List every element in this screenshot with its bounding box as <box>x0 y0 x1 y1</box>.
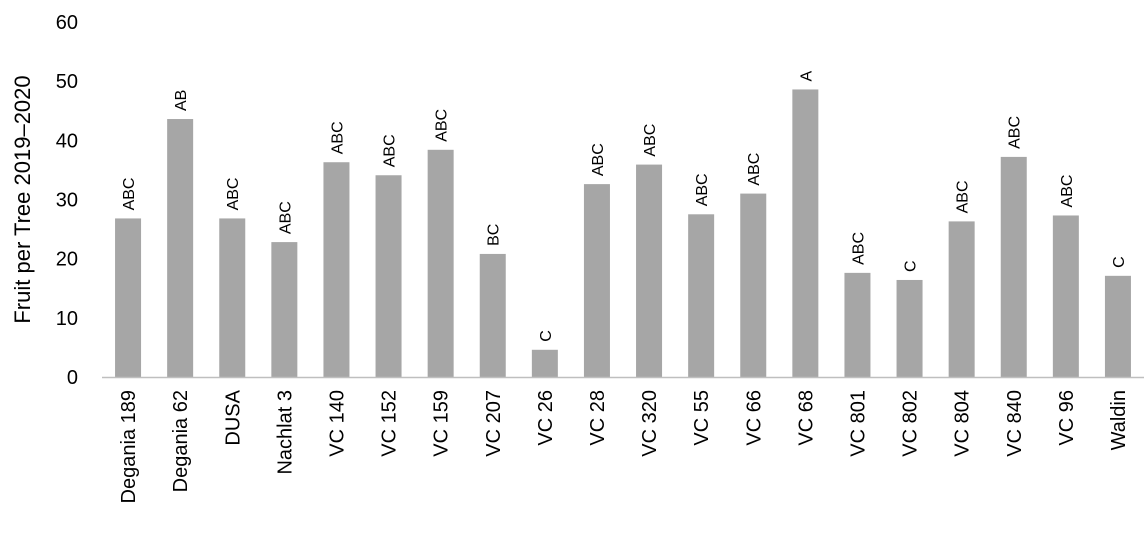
x-tick-label: Degania 62 <box>170 390 192 492</box>
data-label: ABC <box>1059 175 1076 208</box>
bar <box>271 242 298 377</box>
x-tick-label: VC 802 <box>900 390 922 457</box>
data-label: ABC <box>694 173 711 206</box>
y-tick-label: 20 <box>56 249 78 271</box>
data-label: ABC <box>850 232 867 265</box>
bars <box>115 89 1131 378</box>
bar <box>323 162 350 377</box>
x-tick-label: VC 26 <box>535 390 557 446</box>
bar <box>844 272 871 377</box>
data-labels: ABC AB ABC ABC ABC ABC ABC BC C ABC ABC ABC ABC A ABC C… <box>121 70 1128 341</box>
data-label: A <box>798 70 815 81</box>
x-tick-label: VC 207 <box>483 390 505 457</box>
bar <box>1000 156 1027 377</box>
bar <box>792 89 819 377</box>
x-axis-tick-labels: Degania 189 Degania 62 DUSA Nachlat 3 VC 140… <box>118 389 1130 503</box>
bar <box>219 218 246 377</box>
data-label: ABC <box>225 178 242 211</box>
y-tick-label: 30 <box>56 190 78 212</box>
data-label: C <box>1111 256 1128 268</box>
x-tick-label: VC 320 <box>639 390 661 457</box>
x-tick-label: VC 96 <box>1056 390 1078 446</box>
bar <box>1052 215 1079 377</box>
bar <box>115 218 142 377</box>
data-label: ABC <box>329 121 346 154</box>
bar <box>896 279 923 377</box>
bar <box>167 119 194 378</box>
bar <box>479 253 506 377</box>
x-tick-label: VC 152 <box>379 390 401 457</box>
data-label: C <box>538 330 555 342</box>
x-tick-label: DUSA <box>222 389 244 445</box>
data-label: ABC <box>121 178 138 211</box>
x-tick-label: VC 840 <box>1004 390 1026 457</box>
bar <box>948 221 975 377</box>
data-label: BC <box>486 224 503 246</box>
data-label: ABC <box>434 109 451 142</box>
bar <box>375 175 402 377</box>
y-tick-label: 0 <box>67 367 78 389</box>
x-tick-label: VC 66 <box>743 390 765 446</box>
data-label: ABC <box>277 201 294 234</box>
data-label: ABC <box>955 180 972 213</box>
data-label: ABC <box>642 124 659 157</box>
bar <box>583 184 610 377</box>
bar <box>531 349 558 377</box>
data-label: ABC <box>1007 116 1024 149</box>
bar <box>427 149 454 377</box>
x-tick-label: Nachlat 3 <box>274 390 296 475</box>
x-tick-label: VC 804 <box>952 390 974 457</box>
bar <box>688 214 715 377</box>
bar <box>636 164 663 377</box>
x-tick-label: VC 801 <box>847 390 869 457</box>
bar <box>740 193 767 377</box>
data-label: ABC <box>590 143 607 176</box>
y-axis-title: Fruit per Tree 2019–2020 <box>10 75 35 323</box>
x-tick-label: VC 55 <box>691 390 713 446</box>
x-tick-label: VC 159 <box>431 390 453 457</box>
x-tick-label: VC 140 <box>326 390 348 457</box>
y-tick-label: 50 <box>56 71 78 93</box>
x-tick-label: Degania 189 <box>118 390 140 503</box>
x-tick-label: VC 68 <box>795 390 817 446</box>
data-label: C <box>903 260 920 272</box>
data-label: ABC <box>382 134 399 167</box>
y-tick-label: 40 <box>56 130 78 152</box>
y-axis-ticks: 0 10 20 30 40 50 60 <box>56 12 78 389</box>
y-tick-label: 60 <box>56 12 78 34</box>
bar <box>1104 275 1131 377</box>
x-tick-label: Waldin <box>1108 390 1130 450</box>
x-tick-label: VC 28 <box>587 390 609 446</box>
data-label: AB <box>173 90 190 111</box>
data-label: ABC <box>746 153 763 186</box>
y-tick-label: 10 <box>56 308 78 330</box>
